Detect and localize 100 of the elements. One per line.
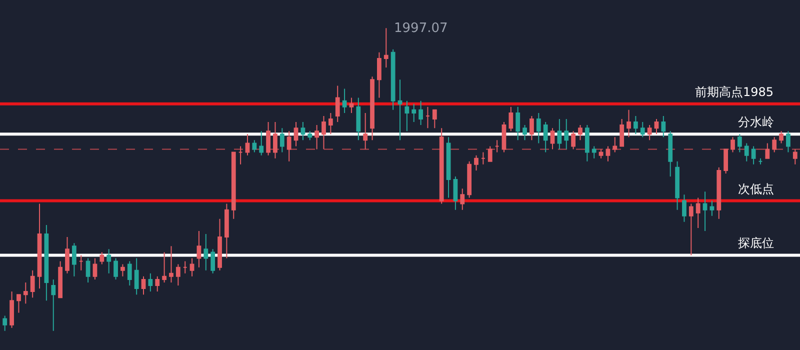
candlestick — [58, 260, 63, 298]
candlestick — [530, 115, 534, 141]
candlestick — [280, 128, 284, 153]
ref-line-label: 前期高点1985 — [695, 85, 774, 99]
candlestick — [494, 140, 500, 153]
candlestick — [578, 124, 582, 141]
candlestick — [370, 76, 374, 141]
candlestick — [120, 264, 125, 277]
candlestick — [564, 118, 569, 150]
candlestick — [675, 160, 680, 210]
candlestick — [100, 252, 104, 265]
candlestick — [363, 112, 368, 150]
candlestick — [342, 88, 347, 114]
candlestick — [273, 122, 278, 159]
candlestick — [65, 236, 70, 274]
candlestick — [308, 130, 312, 141]
candlestick — [300, 122, 306, 141]
candlestick — [141, 276, 146, 296]
candlestick — [412, 103, 416, 123]
candlestick — [432, 109, 437, 129]
candlestick — [349, 97, 354, 114]
candlestick — [502, 122, 506, 153]
candlestick — [724, 148, 728, 174]
candlestick — [682, 194, 686, 222]
candlestick — [134, 258, 139, 296]
candlestick — [377, 52, 382, 98]
candlestick — [640, 122, 645, 138]
candlestick — [571, 130, 576, 150]
candlestick — [356, 97, 361, 141]
candlestick — [252, 140, 257, 153]
candlestick — [44, 224, 49, 302]
candlestick — [688, 203, 694, 256]
candlestick — [592, 146, 596, 159]
candlestick — [176, 264, 180, 286]
candlestick — [668, 130, 673, 178]
candlestick — [286, 130, 292, 162]
candlestick — [322, 115, 326, 150]
candlestick — [626, 109, 631, 138]
candlestick — [779, 130, 784, 144]
candlestick — [730, 136, 735, 153]
candlestick — [169, 246, 174, 283]
candlestick — [744, 142, 749, 162]
candlestick — [51, 278, 56, 332]
candlestick — [612, 136, 618, 153]
candlestick — [259, 130, 264, 156]
candlestick — [654, 118, 659, 135]
ref-line-label: 次低点 — [738, 182, 774, 196]
candlestick — [647, 124, 652, 141]
candlestick — [390, 48, 396, 110]
candlestick — [30, 270, 35, 298]
candlestick — [92, 258, 98, 280]
candlestick — [765, 142, 770, 159]
candlestick — [314, 124, 320, 150]
candlestick — [620, 118, 624, 147]
candlestick — [127, 260, 132, 286]
candlestick — [210, 248, 216, 274]
candlestick — [758, 158, 763, 165]
candlestick — [328, 112, 333, 135]
candlestick — [792, 148, 798, 165]
candlestick — [661, 115, 666, 138]
ref-line-label: 探底位 — [738, 236, 774, 250]
candlestick — [453, 176, 458, 210]
annotation: 1997.07 — [394, 21, 448, 36]
candlestick — [696, 197, 700, 228]
candlestick — [245, 134, 250, 156]
candlestick — [72, 242, 76, 277]
candlestick — [196, 230, 202, 268]
candlestick — [508, 106, 514, 132]
candlestick — [2, 315, 8, 332]
candlestick — [786, 130, 790, 153]
candlestick — [710, 200, 714, 216]
candlestick — [536, 112, 541, 144]
candlestick — [384, 28, 388, 68]
candlestick — [162, 252, 166, 283]
candlestick — [606, 146, 610, 162]
candlestick — [231, 152, 236, 220]
candlestick — [474, 154, 478, 171]
candlestick — [266, 122, 270, 156]
candlestick — [522, 124, 527, 141]
candlestick — [238, 146, 243, 165]
candlestick — [488, 146, 492, 162]
candlestick — [480, 152, 486, 165]
candlestick — [460, 188, 465, 210]
candlestick — [598, 148, 604, 159]
candlestick — [10, 291, 14, 328]
candlestick — [702, 191, 708, 232]
candlestick — [557, 118, 562, 150]
candlestick — [737, 134, 742, 153]
candlestick — [294, 122, 298, 147]
candlestick — [418, 100, 423, 126]
candlestick — [16, 294, 21, 314]
ref-line-label: 分水岭 — [738, 115, 774, 129]
candlestick — [467, 160, 472, 198]
candlestick — [584, 124, 590, 162]
candlestick — [550, 128, 555, 150]
candlestick — [37, 203, 42, 290]
candlestick — [155, 276, 160, 292]
candlestick — [516, 106, 520, 141]
candlestick — [78, 254, 84, 271]
candlestick — [543, 122, 548, 153]
